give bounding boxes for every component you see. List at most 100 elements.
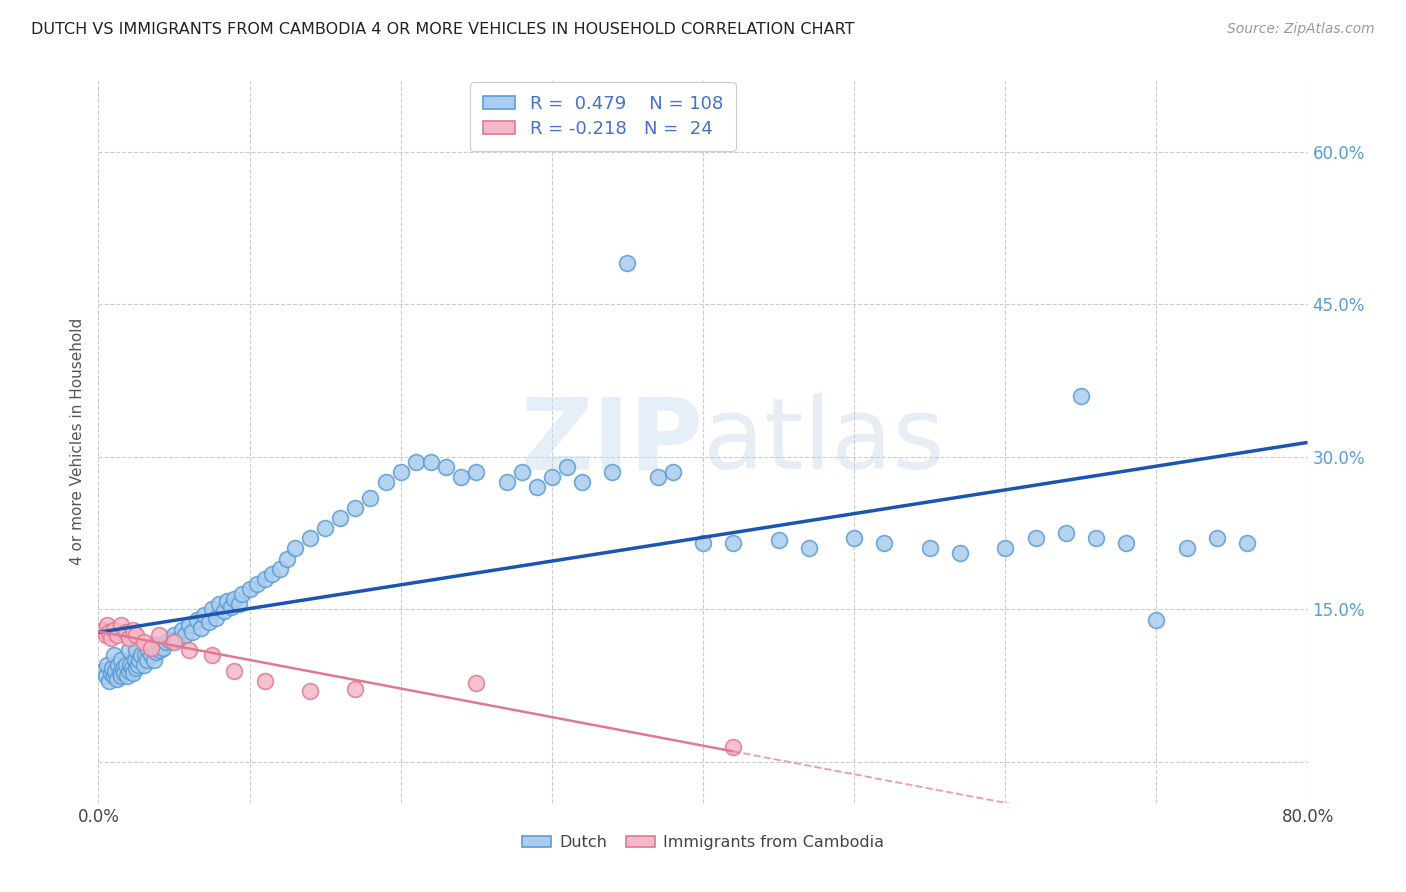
Point: [329, 511, 352, 525]
Point: [118, 643, 141, 657]
Point: [360, 491, 382, 505]
Point: [100, 665, 122, 680]
Point: [170, 623, 193, 637]
Point: [197, 615, 219, 629]
Point: [555, 460, 578, 475]
Point: [101, 661, 124, 675]
Point: [141, 648, 163, 663]
Point: [142, 638, 165, 652]
Point: [152, 641, 174, 656]
Point: [231, 587, 253, 601]
Point: [125, 661, 148, 675]
Point: [112, 665, 135, 680]
Point: [526, 480, 548, 494]
Point: [269, 562, 291, 576]
Point: [110, 653, 132, 667]
Text: ZIP: ZIP: [520, 393, 703, 490]
Point: [224, 592, 246, 607]
Point: [571, 475, 593, 490]
Point: [181, 624, 204, 639]
Point: [96, 658, 118, 673]
Point: [420, 455, 443, 469]
Point: [253, 572, 276, 586]
Point: [1144, 613, 1167, 627]
Point: [105, 628, 128, 642]
Text: DUTCH VS IMMIGRANTS FROM CAMBODIA 4 OR MORE VEHICLES IN HOUSEHOLD CORRELATION CH: DUTCH VS IMMIGRANTS FROM CAMBODIA 4 OR M…: [31, 22, 855, 37]
Point: [91, 623, 114, 637]
Point: [284, 541, 307, 556]
Point: [405, 455, 427, 469]
Point: [110, 617, 132, 632]
Point: [1175, 541, 1198, 556]
Point: [118, 631, 141, 645]
Point: [148, 628, 170, 642]
Point: [434, 460, 457, 475]
Point: [103, 668, 125, 682]
Text: atlas: atlas: [703, 393, 945, 490]
Point: [221, 600, 243, 615]
Point: [212, 605, 235, 619]
Point: [276, 551, 298, 566]
Point: [134, 648, 156, 663]
Point: [96, 617, 118, 632]
Point: [132, 635, 155, 649]
Point: [105, 672, 128, 686]
Point: [136, 643, 159, 657]
Point: [141, 641, 163, 656]
Point: [159, 632, 181, 647]
Point: [127, 658, 149, 673]
Point: [797, 541, 820, 556]
Point: [98, 624, 121, 639]
Point: [114, 624, 136, 639]
Point: [873, 536, 896, 550]
Point: [163, 628, 186, 642]
Point: [949, 546, 972, 560]
Point: [114, 658, 136, 673]
Point: [1115, 536, 1137, 550]
Point: [163, 635, 186, 649]
Point: [108, 665, 131, 680]
Point: [124, 653, 146, 667]
Point: [120, 658, 142, 673]
Point: [118, 664, 141, 678]
Point: [224, 664, 246, 678]
Point: [129, 648, 152, 663]
Point: [193, 607, 215, 622]
Point: [107, 658, 129, 673]
Point: [1024, 531, 1046, 545]
Point: [215, 594, 238, 608]
Point: [374, 475, 396, 490]
Point: [389, 465, 412, 479]
Point: [540, 470, 562, 484]
Point: [344, 500, 367, 515]
Point: [510, 465, 533, 479]
Point: [128, 653, 150, 667]
Point: [143, 653, 166, 667]
Point: [103, 623, 125, 637]
Point: [98, 673, 121, 688]
Point: [495, 475, 517, 490]
Point: [602, 465, 624, 479]
Point: [91, 664, 114, 678]
Point: [1054, 526, 1077, 541]
Point: [1070, 389, 1092, 403]
Point: [723, 739, 745, 754]
Point: [201, 602, 224, 616]
Point: [173, 628, 195, 642]
Point: [299, 531, 322, 545]
Point: [115, 668, 138, 682]
Point: [450, 470, 472, 484]
Point: [299, 684, 322, 698]
Point: [104, 664, 127, 678]
Point: [205, 610, 228, 624]
Point: [110, 668, 132, 682]
Point: [228, 598, 250, 612]
Point: [253, 673, 276, 688]
Point: [1085, 531, 1108, 545]
Point: [132, 658, 155, 673]
Point: [246, 577, 269, 591]
Point: [465, 465, 488, 479]
Point: [661, 465, 683, 479]
Point: [94, 668, 117, 682]
Point: [148, 638, 170, 652]
